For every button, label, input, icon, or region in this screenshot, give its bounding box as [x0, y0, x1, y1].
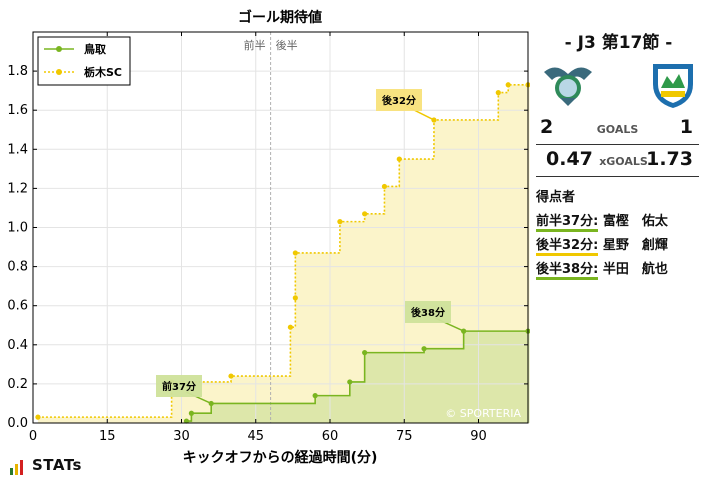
scorer-row: 後半32分: 星野 創輝: [536, 234, 668, 256]
xg-chart: 前半 後半 0 15 30 45 60 75 90 0.0 0.2 0.4 0.6 0.8 1.0 1.2 1…: [7, 9, 530, 466]
y-tick-label: 0.2: [7, 377, 28, 392]
scorer-time: 前半37分:: [536, 214, 599, 232]
x-tick-label: 60: [322, 429, 339, 444]
y-tick-label: 0.4: [7, 338, 28, 353]
tottori-crest-icon: [544, 67, 592, 106]
divider: [536, 144, 699, 145]
xgoals-row: 0.47 xGOALS 1.73: [536, 148, 699, 177]
x-tick-label: 90: [470, 429, 487, 444]
data-point: [287, 324, 293, 330]
y-tick-label: 0.6: [7, 299, 28, 314]
y-tick-label: 0.0: [7, 416, 28, 431]
annotation-box: [405, 301, 451, 323]
data-point: [396, 156, 402, 162]
series-line: [37, 83, 530, 418]
data-point: [292, 250, 298, 256]
y-tick-label: 1.0: [7, 221, 28, 236]
legend-marker: [56, 69, 62, 75]
data-point: [362, 211, 368, 217]
y-tick-label: 1.4: [7, 142, 28, 157]
annotation-box: [156, 375, 202, 397]
scorer-time: 後半38分:: [536, 262, 599, 280]
annotation-box: [376, 89, 422, 111]
data-point: [505, 82, 511, 88]
away-goals: 1: [679, 116, 693, 138]
chart-title: ゴール期待値: [238, 9, 322, 26]
x-tick-label: 45: [247, 429, 264, 444]
home-xgoals: 0.47: [546, 148, 593, 170]
x-tick-label: 15: [99, 429, 116, 444]
data-point: [381, 183, 388, 190]
goal-annotation-label: 後38分: [411, 306, 445, 319]
tochigi-crest-icon: [653, 64, 693, 108]
goals-row: 2 GOALS 1: [536, 116, 699, 145]
legend-box: [37, 36, 131, 86]
goal-annotation-label: 前37分: [162, 380, 196, 393]
x-tick-label: 30: [173, 429, 190, 444]
goals-label: GOALS: [596, 123, 639, 136]
divider: [536, 176, 699, 177]
match-summary-panel: - J3 第17節 - 2 GOALS 1 0.47 xGOALS 1.73 得…: [530, 0, 707, 479]
x-tick-label: 0: [29, 429, 37, 444]
data-point: [188, 410, 194, 416]
scorer-name: 富樫 佑太: [602, 214, 668, 229]
data-point: [312, 393, 318, 399]
data-point: [495, 90, 501, 96]
first-half-label: 前半: [244, 38, 266, 52]
data-point: [421, 346, 427, 352]
scorer-row: 前半37分: 富樫 佑太: [536, 210, 668, 232]
data-point: [183, 418, 190, 424]
scorer-name: 半田 航也: [602, 262, 668, 277]
data-point: [337, 219, 343, 225]
xgoals-label: xGOALS: [599, 155, 648, 168]
data-point: [362, 350, 368, 356]
data-point: [347, 379, 353, 385]
series-line: [186, 330, 530, 422]
stats-logo-text: STATs: [32, 456, 82, 474]
y-tick-label: 1.8: [7, 64, 28, 79]
series-area: [37, 84, 530, 423]
goal-annotation-label: 後32分: [382, 94, 416, 107]
second-half-label: 後半: [276, 38, 298, 52]
data-point: [228, 373, 234, 379]
away-xgoals: 1.73: [646, 148, 693, 170]
x-axis-label: キックオフからの経過時間(分): [183, 449, 378, 466]
scorer-name: 星野 創輝: [602, 238, 668, 253]
y-tick-label: 0.8: [7, 260, 28, 275]
scorer-time: 後半32分:: [536, 238, 599, 256]
y-tick-label: 1.6: [7, 103, 28, 118]
legend-label: 鳥取: [84, 42, 106, 56]
data-point: [35, 414, 41, 420]
x-tick-label: 75: [396, 429, 413, 444]
legend-marker: [56, 46, 62, 52]
scorers-title: 得点者: [536, 190, 576, 205]
watermark: © SPORTERIA: [445, 407, 521, 420]
match-title: - J3 第17節 -: [564, 33, 673, 53]
legend-label: 栃木SC: [84, 65, 122, 79]
series-area: [186, 331, 530, 423]
home-goals: 2: [540, 116, 554, 138]
y-tick-label: 1.2: [7, 181, 28, 196]
scorer-row: 後半38分: 半田 航也: [536, 258, 668, 280]
data-point: [292, 295, 298, 301]
